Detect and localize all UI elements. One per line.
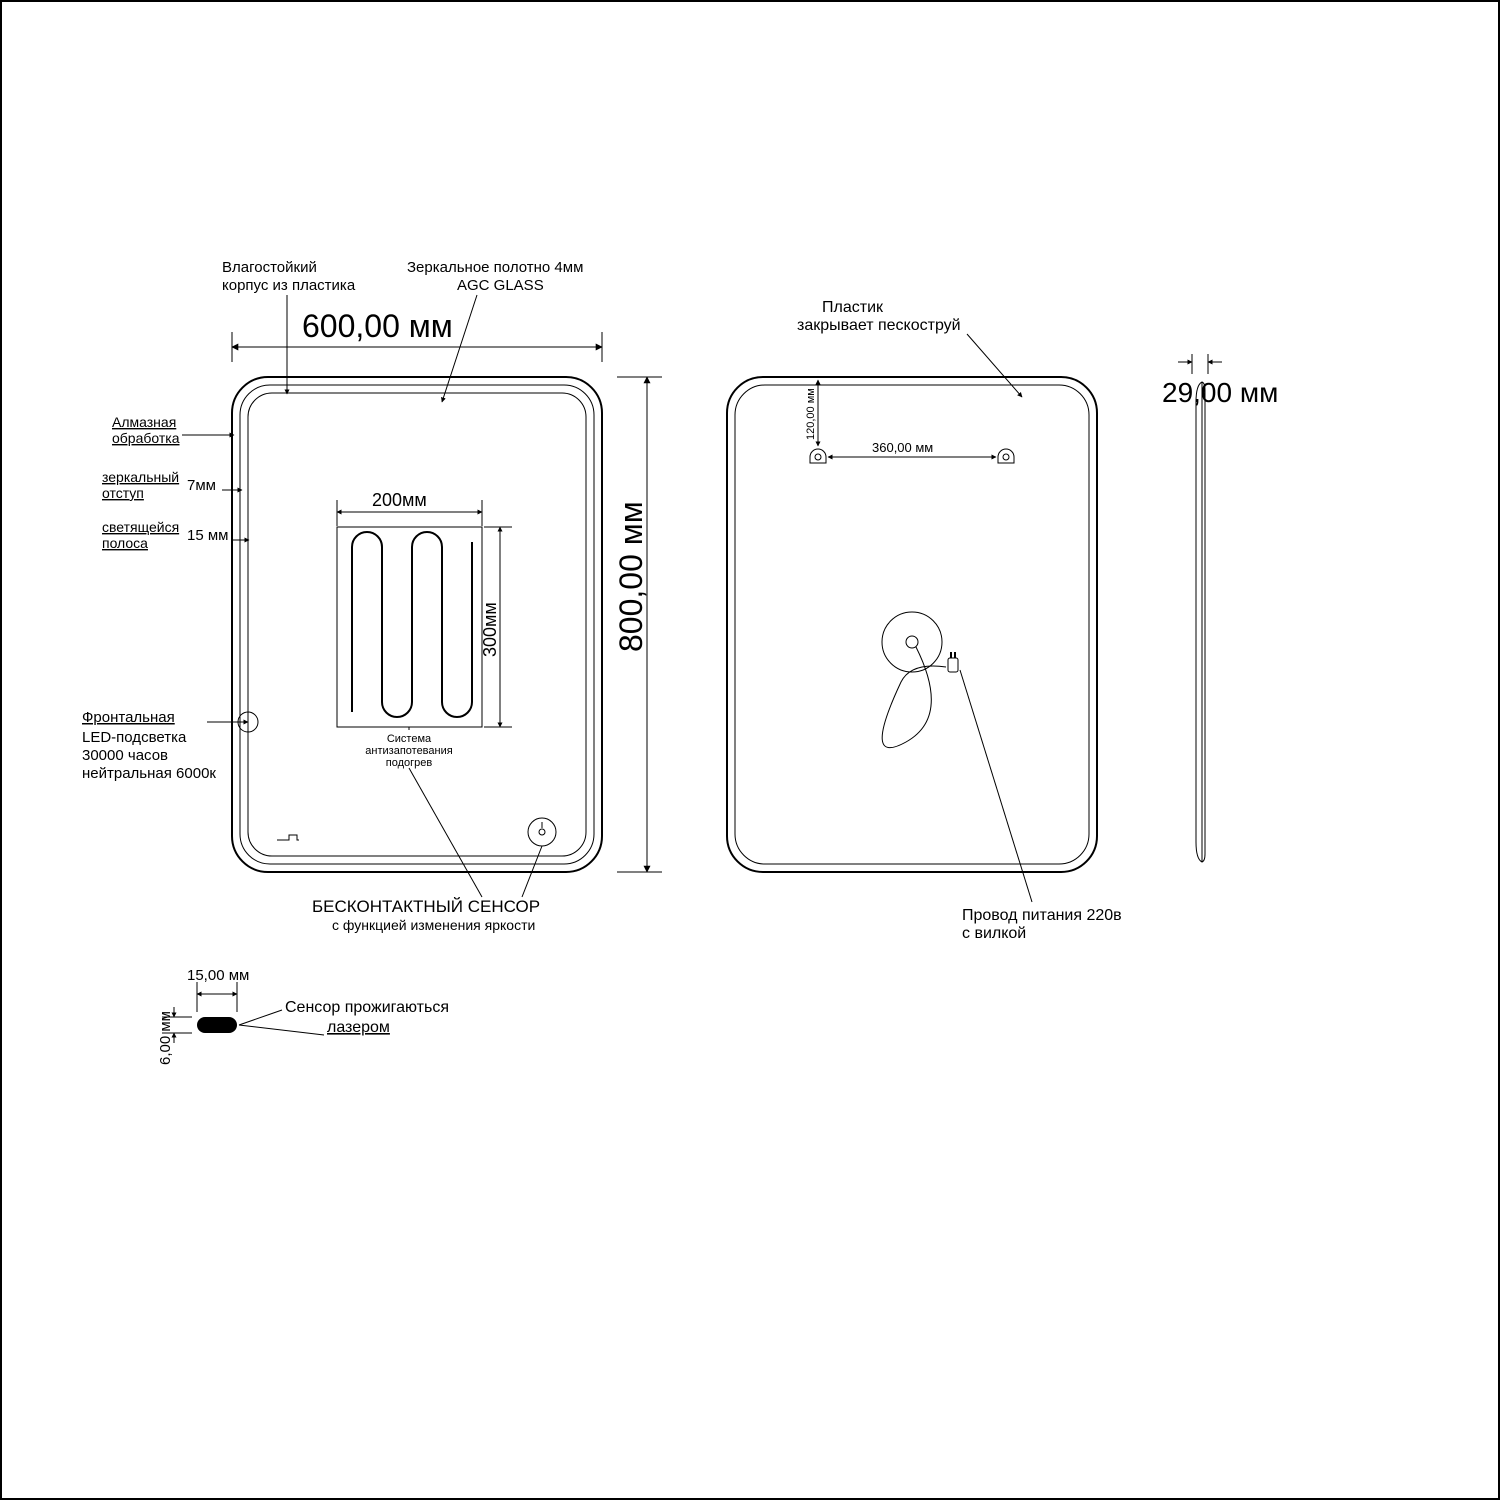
front-outer xyxy=(232,377,602,872)
width-dim: 600,00 мм xyxy=(302,308,453,344)
svg-text:отступ: отступ xyxy=(102,485,144,501)
front-inner1 xyxy=(240,385,594,864)
svg-text:Система: Система xyxy=(387,733,432,745)
svg-text:светящейся: светящейся xyxy=(102,519,179,535)
back-callout-1: Пластик xyxy=(822,299,884,316)
svg-text:антизапотевания: антизапотевания xyxy=(365,745,452,757)
front-view: Влагостойкий корпус из пластика Зеркальн… xyxy=(82,259,662,933)
strip-val: 15 мм xyxy=(187,527,228,544)
svg-text:Фронтальная: Фронтальная xyxy=(82,709,175,726)
callout-glass: Зеркальное полотно 4мм xyxy=(407,259,583,276)
power-l2: с вилкой xyxy=(962,925,1026,942)
side-view: 29,00 мм xyxy=(1162,354,1278,862)
laser-text2: лазером xyxy=(327,1019,390,1036)
svg-text:подогрев: подогрев xyxy=(386,757,433,769)
left-labels: Алмазная обработка зеркальный отступ 7мм… xyxy=(102,414,249,551)
laser-width: 15,00 мм xyxy=(187,967,249,984)
power-l1: Провод питания 220в xyxy=(962,907,1122,924)
sensor-sub: с функцией изменения яркости xyxy=(332,917,535,933)
svg-text:Алмазная: Алмазная xyxy=(112,414,176,430)
technical-drawing: Влагостойкий корпус из пластика Зеркальн… xyxy=(0,0,1500,1500)
back-view: Пластик закрывает пескоструй 360,00 мм 1… xyxy=(727,299,1122,942)
callout-body-2: корпус из пластика xyxy=(222,277,356,294)
svg-text:нейтральная 6000к: нейтральная 6000к xyxy=(82,765,216,782)
front-inner2 xyxy=(248,393,586,856)
heater-h: 300мм xyxy=(480,602,500,657)
mount-gap: 360,00 мм xyxy=(872,440,933,455)
laser-text1: Сенсор прожигаються xyxy=(285,999,449,1016)
callout-glass-2: AGC GLASS xyxy=(457,277,544,294)
height-dim: 800,00 мм xyxy=(613,501,649,652)
svg-text:обработка: обработка xyxy=(112,430,180,446)
heater: 200мм 300мм Система антизапотевания подо… xyxy=(337,490,512,769)
laser-detail: 15,00 мм 6,00 мм Сенсор прожигаються лаз… xyxy=(157,967,449,1065)
heater-w: 200мм xyxy=(372,490,427,510)
drawing-svg: Влагостойкий корпус из пластика Зеркальн… xyxy=(2,2,1500,1502)
mount-right xyxy=(998,449,1014,463)
mount-depth: 120,00 мм xyxy=(805,388,817,440)
svg-text:полоса: полоса xyxy=(102,535,148,551)
sensor-title: БЕСКОНТАКТНЫЙ СЕНСОР xyxy=(312,897,540,916)
cable-exit xyxy=(882,612,942,672)
bed-icon xyxy=(277,835,299,840)
mirror-gap-val: 7мм xyxy=(187,477,216,494)
sensor-icon xyxy=(528,818,556,846)
svg-text:30000 часов: 30000 часов xyxy=(82,747,168,764)
callout-body: Влагостойкий xyxy=(222,259,317,276)
plug-icon xyxy=(948,652,958,672)
svg-text:зеркальный: зеркальный xyxy=(102,469,179,485)
sensor-shape xyxy=(197,1017,237,1033)
mount-left xyxy=(810,449,826,463)
laser-height: 6,00 мм xyxy=(157,1011,174,1065)
back-callout-2: закрывает пескоструй xyxy=(797,317,961,334)
depth-dim: 29,00 мм xyxy=(1162,377,1278,408)
svg-text:LED-подсветка: LED-подсветка xyxy=(82,729,187,746)
